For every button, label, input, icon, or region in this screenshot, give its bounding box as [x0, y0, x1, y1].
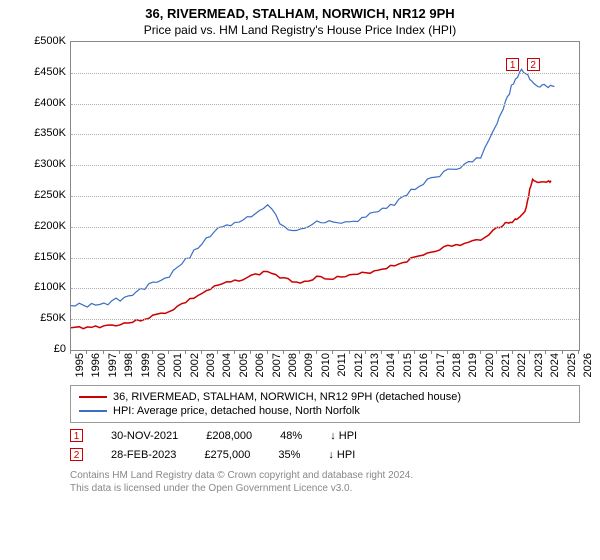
x-axis-label: 2003	[205, 353, 217, 377]
x-axis-label: 2002	[189, 353, 201, 377]
y-axis-label: £350K	[20, 127, 66, 139]
x-axis-label: 2016	[418, 353, 430, 377]
x-axis-label: 2010	[320, 353, 332, 377]
chart-title: 36, RIVERMEAD, STALHAM, NORWICH, NR12 9P…	[0, 0, 600, 21]
chart-marker-2: 2	[527, 58, 540, 71]
legend-item-property: 36, RIVERMEAD, STALHAM, NORWICH, NR12 9P…	[79, 390, 571, 404]
series-hpi	[71, 69, 554, 307]
footnote-line1: Contains HM Land Registry data © Crown c…	[70, 469, 580, 482]
y-axis-label: £400K	[20, 97, 66, 109]
x-axis-label: 2013	[369, 353, 381, 377]
x-axis-label: 2006	[254, 353, 266, 377]
x-axis-label: 2023	[533, 353, 545, 377]
x-axis-label: 2015	[402, 353, 414, 377]
sale-row-1: 1 30-NOV-2021 £208,000 48% ↓ HPI	[70, 429, 580, 442]
sale-vs-2: ↓ HPI	[328, 449, 355, 461]
legend: 36, RIVERMEAD, STALHAM, NORWICH, NR12 9P…	[70, 385, 580, 423]
legend-label-property: 36, RIVERMEAD, STALHAM, NORWICH, NR12 9P…	[113, 391, 461, 403]
y-axis-label: £250K	[20, 189, 66, 201]
y-axis-label: £0	[20, 343, 66, 355]
chart-marker-1: 1	[506, 58, 519, 71]
plot-area: 12	[70, 41, 580, 351]
y-axis-label: £450K	[20, 66, 66, 78]
x-axis-label: 2026	[582, 353, 594, 377]
sale-date-2: 28-FEB-2023	[111, 449, 176, 461]
legend-item-hpi: HPI: Average price, detached house, Nort…	[79, 404, 571, 418]
x-axis-label: 1998	[123, 353, 135, 377]
sale-price-2: £275,000	[204, 449, 250, 461]
x-axis-label: 2019	[467, 353, 479, 377]
sale-row-2: 2 28-FEB-2023 £275,000 35% ↓ HPI	[70, 448, 580, 461]
x-axis-label: 1996	[90, 353, 102, 377]
x-axis-label: 2009	[303, 353, 315, 377]
footnote-line2: This data is licensed under the Open Gov…	[70, 482, 580, 495]
legend-label-hpi: HPI: Average price, detached house, Nort…	[113, 405, 360, 417]
x-axis-label: 2014	[385, 353, 397, 377]
legend-swatch-hpi	[79, 410, 107, 412]
x-axis-label: 2012	[353, 353, 365, 377]
x-axis-label: 2000	[156, 353, 168, 377]
y-axis-label: £50K	[20, 312, 66, 324]
x-axis-label: 1997	[107, 353, 119, 377]
x-axis-label: 2022	[516, 353, 528, 377]
y-axis-label: £100K	[20, 281, 66, 293]
series-property	[71, 179, 551, 328]
chart-area: 12 £0 £50K £100K £150K £200K £250K £300K £350K £…	[20, 41, 580, 381]
sale-pct-2: 35%	[278, 449, 300, 461]
y-axis-label: £150K	[20, 251, 66, 263]
x-axis-label: 2007	[271, 353, 283, 377]
x-axis-label: 2001	[172, 353, 184, 377]
x-axis-label: 2005	[238, 353, 250, 377]
sale-vs-1: ↓ HPI	[330, 430, 357, 442]
x-axis-label: 2008	[287, 353, 299, 377]
sale-marker-2: 2	[70, 448, 83, 461]
x-axis-label: 2020	[484, 353, 496, 377]
x-axis-label: 2018	[451, 353, 463, 377]
x-axis-label: 2011	[336, 353, 348, 377]
sale-price-1: £208,000	[206, 430, 252, 442]
footnote: Contains HM Land Registry data © Crown c…	[70, 469, 580, 495]
chart-container: 36, RIVERMEAD, STALHAM, NORWICH, NR12 9P…	[0, 0, 600, 560]
x-axis-label: 2024	[549, 353, 561, 377]
sale-date-1: 30-NOV-2021	[111, 430, 178, 442]
x-axis-label: 2004	[221, 353, 233, 377]
x-axis-label: 2025	[566, 353, 578, 377]
y-axis-label: £300K	[20, 158, 66, 170]
y-axis-label: £500K	[20, 35, 66, 47]
x-axis-label: 1995	[74, 353, 86, 377]
sale-pct-1: 48%	[280, 430, 302, 442]
x-axis-label: 1999	[140, 353, 152, 377]
chart-subtitle: Price paid vs. HM Land Registry's House …	[0, 21, 600, 41]
sale-marker-1: 1	[70, 429, 83, 442]
x-axis-label: 2017	[435, 353, 447, 377]
y-axis-label: £200K	[20, 220, 66, 232]
x-axis-label: 2021	[500, 353, 512, 377]
legend-swatch-property	[79, 396, 107, 398]
